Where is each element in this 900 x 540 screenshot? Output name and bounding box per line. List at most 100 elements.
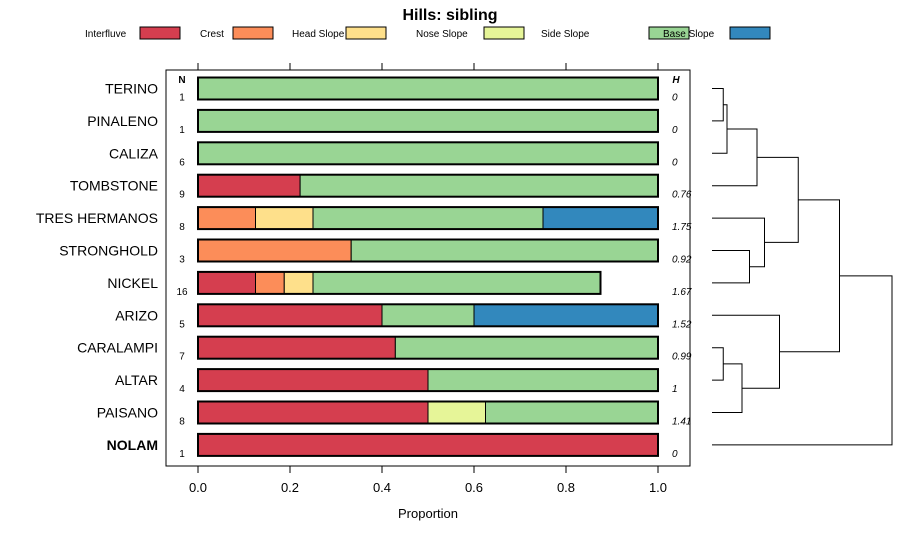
legend-swatch-1 bbox=[232, 26, 274, 40]
x-axis-title: Proportion bbox=[398, 506, 458, 521]
dendrogram-link-m11 bbox=[712, 275, 893, 446]
row-label-10: PAISANO bbox=[97, 405, 158, 421]
h-column-header: H bbox=[672, 75, 680, 86]
n-value-8: 7 bbox=[179, 352, 185, 363]
n-value-0: 1 bbox=[179, 93, 185, 104]
bar-segment-4-1 bbox=[197, 206, 256, 230]
dendrogram-link-m2 bbox=[712, 104, 728, 154]
dendrogram-link-m1 bbox=[712, 88, 724, 122]
bar-segment-6-4 bbox=[312, 271, 601, 295]
chart-title: Hills: sibling bbox=[402, 7, 497, 24]
legend-swatch-3 bbox=[483, 26, 525, 40]
row-label-9: ALTAR bbox=[115, 372, 158, 388]
n-value-5: 3 bbox=[179, 255, 185, 266]
bar-segment-9-0 bbox=[197, 368, 429, 392]
n-value-1: 1 bbox=[179, 125, 185, 136]
h-value-4: 1.75 bbox=[672, 222, 692, 233]
n-value-3: 9 bbox=[179, 190, 185, 201]
n-value-7: 5 bbox=[179, 319, 185, 330]
row-label-3: TOMBSTONE bbox=[70, 178, 158, 194]
h-value-6: 1.67 bbox=[672, 287, 692, 298]
h-value-3: 0.76 bbox=[672, 190, 692, 201]
bar-segment-4-2 bbox=[255, 206, 314, 230]
row-label-2: CALIZA bbox=[109, 145, 159, 161]
n-value-10: 8 bbox=[179, 417, 185, 428]
bar-rows: TERINO 1 0 PINALENO 1 0 CALIZA 6 0 TOMBSTONE 9 0.76… bbox=[36, 76, 692, 460]
h-value-0: 0 bbox=[672, 93, 678, 104]
dendrogram bbox=[712, 88, 893, 446]
x-tick-label-4: 0.8 bbox=[557, 480, 575, 495]
bar-segment-2-4 bbox=[197, 141, 659, 165]
bar-outline-0 bbox=[197, 76, 659, 101]
h-value-8: 0.99 bbox=[672, 352, 692, 363]
legend-swatch-5 bbox=[729, 26, 771, 40]
bar-outline-11 bbox=[197, 432, 659, 457]
legend-swatch-0 bbox=[139, 26, 181, 40]
bar-segment-7-5 bbox=[473, 303, 659, 327]
bar-outline-3 bbox=[197, 173, 659, 198]
row-label-7: ARIZO bbox=[115, 307, 158, 323]
n-value-6: 16 bbox=[176, 287, 188, 298]
bar-segment-3-4 bbox=[299, 174, 659, 198]
h-value-11: 0 bbox=[672, 449, 678, 460]
h-value-9: 1 bbox=[672, 384, 678, 395]
bar-segment-4-4 bbox=[312, 206, 544, 230]
bar-segment-3-0 bbox=[197, 174, 301, 198]
row-label-0: TERINO bbox=[105, 81, 158, 97]
bar-segment-10-0 bbox=[197, 401, 429, 424]
bar-outline-7 bbox=[197, 303, 659, 328]
bar-segment-0-4 bbox=[197, 77, 659, 100]
bar-segment-6-2 bbox=[283, 271, 314, 295]
h-value-1: 0 bbox=[672, 125, 678, 136]
n-value-9: 4 bbox=[179, 384, 185, 395]
legend-label-5: Base Slope bbox=[663, 29, 715, 40]
bar-segment-5-1 bbox=[197, 239, 352, 262]
h-value-10: 1.41 bbox=[672, 417, 691, 428]
row-label-5: STRONGHOLD bbox=[59, 243, 158, 259]
n-column-header: N bbox=[178, 75, 185, 86]
bar-outline-10 bbox=[197, 400, 659, 425]
bar-outline-2 bbox=[197, 141, 659, 166]
n-value-4: 8 bbox=[179, 222, 185, 233]
legend-label-3: Nose Slope bbox=[416, 29, 468, 40]
h-value-7: 1.52 bbox=[672, 319, 692, 330]
legend-label-1: Crest bbox=[200, 29, 224, 40]
bar-segment-6-0 bbox=[197, 271, 256, 295]
x-tick-label-5: 1.0 bbox=[649, 480, 667, 495]
bar-segment-7-4 bbox=[381, 303, 475, 327]
bar-segment-7-0 bbox=[197, 303, 383, 327]
bar-outline-1 bbox=[197, 108, 659, 133]
dendrogram-link-m10 bbox=[779, 199, 840, 353]
bar-outline-8 bbox=[197, 335, 659, 360]
n-value-2: 6 bbox=[179, 157, 185, 168]
n-value-11: 1 bbox=[179, 449, 185, 460]
row-label-11: NOLAM bbox=[107, 437, 158, 453]
h-value-2: 0 bbox=[672, 157, 678, 168]
dendrogram-link-m6 bbox=[757, 156, 799, 243]
bar-outline-9 bbox=[197, 368, 659, 393]
dendrogram-link-m3 bbox=[712, 128, 758, 187]
x-tick-label-1: 0.2 bbox=[281, 480, 299, 495]
row-label-8: CARALAMPI bbox=[77, 340, 158, 356]
plot-frame bbox=[165, 69, 691, 467]
bar-segment-5-4 bbox=[350, 239, 659, 262]
row-label-4: TRES HERMANOS bbox=[36, 210, 158, 226]
x-tick-label-3: 0.6 bbox=[465, 480, 483, 495]
bar-segment-10-4 bbox=[485, 401, 659, 424]
bar-outline-6 bbox=[197, 270, 602, 295]
top-axis-ticks bbox=[197, 63, 659, 70]
bar-segment-8-0 bbox=[197, 336, 396, 360]
dendrogram-link-m8 bbox=[712, 363, 743, 413]
legend-label-2: Head Slope bbox=[292, 29, 345, 40]
legend-label-0: Interfluve bbox=[85, 29, 127, 40]
dendrogram-link-m4 bbox=[712, 250, 750, 284]
legend-swatch-2 bbox=[345, 26, 387, 40]
bar-segment-1-4 bbox=[197, 109, 659, 133]
bar-outline-4 bbox=[197, 206, 659, 231]
bar-segment-8-4 bbox=[394, 336, 659, 360]
bar-segment-4-5 bbox=[542, 206, 659, 230]
bar-segment-6-1 bbox=[255, 271, 285, 295]
row-label-6: NICKEL bbox=[107, 275, 158, 291]
dendrogram-link-m7 bbox=[712, 347, 724, 381]
bar-segment-9-4 bbox=[427, 368, 659, 392]
